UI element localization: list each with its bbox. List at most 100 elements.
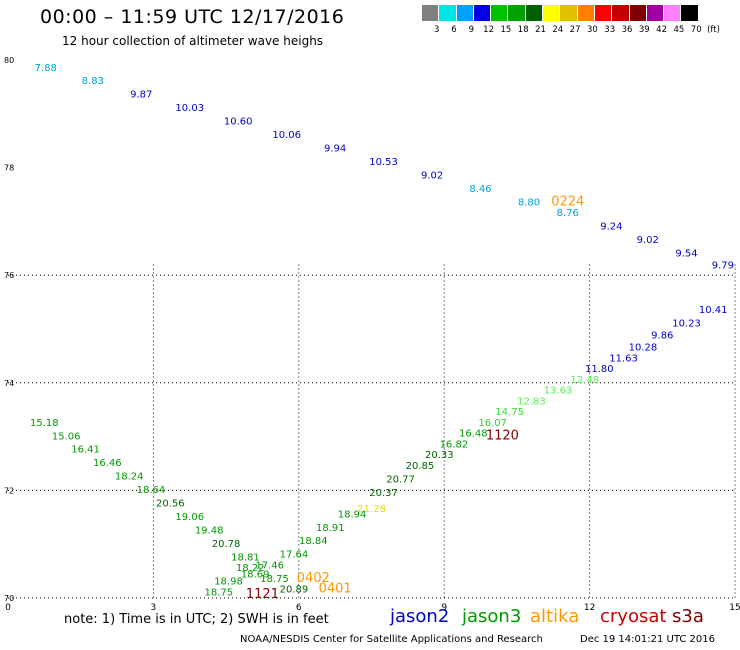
color-scale-label: 36: [621, 25, 633, 35]
color-scale-label: 70: [690, 25, 702, 35]
wave-height-label: 16.07: [478, 418, 507, 429]
color-scale-label: 30: [586, 25, 598, 35]
wave-height-label: 17.64: [280, 550, 309, 561]
x-tick-label: 6: [296, 603, 302, 613]
legend-s3a: s3a: [672, 606, 704, 627]
y-tick-label: 70: [4, 594, 14, 603]
wave-height-label: 18.75: [205, 587, 234, 598]
color-swatch: [577, 5, 595, 21]
wave-height-label: 9.86: [651, 331, 673, 342]
wave-height-label: 10.23: [672, 318, 701, 329]
wave-height-label: 12.48: [570, 375, 599, 386]
wave-height-label: 11.80: [585, 364, 614, 375]
y-tick-label: 76: [4, 271, 14, 280]
wave-height-label: 8.83: [82, 76, 104, 87]
color-scale-label: 18: [517, 25, 529, 35]
pass-time-label: 1120: [486, 428, 519, 443]
wave-height-label: 9.79: [712, 261, 734, 272]
wave-height-label: 20.33: [425, 450, 454, 461]
color-scale-swatches: [422, 5, 699, 21]
wave-height-label: 9.94: [324, 143, 346, 154]
x-tick-label: 9: [441, 603, 447, 613]
x-tick-label: 0: [5, 603, 11, 613]
wave-height-label: 20.78: [212, 539, 241, 550]
wave-height-label: 19.06: [175, 512, 204, 523]
color-swatch: [473, 5, 492, 21]
color-scale-label: (ft): [707, 25, 720, 35]
legend-altika: altika: [530, 606, 580, 627]
color-swatch: [664, 5, 682, 21]
wave-height-label: 9.87: [130, 90, 152, 101]
wave-height-label: 18.98: [214, 577, 243, 588]
wave-height-label: 15.06: [52, 431, 81, 442]
pass-time-label: 1121: [246, 587, 279, 602]
wave-height-label: 8.76: [557, 208, 579, 219]
color-scale-label: 21: [535, 25, 546, 35]
wave-height-label: 18.22: [236, 563, 265, 574]
pass-time-label: 0402: [297, 571, 330, 586]
wave-height-label: 18.84: [299, 536, 328, 547]
wave-height-label: 18.75: [260, 574, 289, 585]
color-swatch: [491, 5, 509, 21]
color-swatch: [508, 5, 526, 21]
wave-height-label: 20.37: [369, 488, 398, 499]
legend-jason2: jason2: [390, 606, 450, 627]
color-swatch: [594, 5, 613, 21]
credit-text: NOAA/NESDIS Center for Satellite Applica…: [240, 634, 543, 645]
wave-height-label: 11.63: [609, 353, 638, 364]
color-scale-label: 39: [638, 25, 650, 35]
y-tick-label: 80: [4, 56, 14, 65]
wave-height-label: 20.77: [386, 474, 415, 485]
wave-height-label: 18.81: [231, 552, 260, 563]
color-swatch: [681, 5, 699, 21]
wave-height-label: 9.54: [675, 248, 697, 259]
wave-height-label: 16.82: [440, 439, 469, 450]
wave-height-label: 10.06: [272, 130, 301, 141]
color-scale-label: 45: [673, 25, 685, 35]
color-scale-label: 24: [552, 25, 564, 35]
wave-height-label: 10.28: [629, 343, 658, 354]
wave-height-label: 18.91: [316, 523, 345, 534]
wave-height-label: 14.75: [495, 407, 524, 418]
timestamp-text: Dec 19 14:01:21 UTC 2016: [580, 634, 715, 645]
wave-height-label: 21.28: [357, 504, 386, 515]
color-swatch: [525, 5, 544, 21]
wave-height-label: 10.53: [369, 157, 398, 168]
color-scale-legend: 3 6 9 12 15 18 21 24 27 30 33 36 39 42 45 70 (ft): [422, 5, 720, 35]
pass-time-label: 0224: [551, 194, 584, 209]
color-scale-label: 9: [468, 25, 475, 35]
color-scale-label: 6: [451, 25, 457, 35]
color-swatch: [543, 5, 561, 21]
wave-height-label: 16.46: [93, 458, 122, 469]
color-swatch: [646, 5, 665, 21]
chart-title: 00:00 – 11:59 UTC 12/17/2016: [40, 6, 345, 28]
wave-height-label: 10.03: [175, 103, 204, 114]
color-swatch: [612, 5, 630, 21]
color-swatch: [560, 5, 578, 21]
wave-height-label: 12.83: [517, 396, 546, 407]
legend-cryosat: cryosat: [600, 606, 667, 627]
wave-height-label: 13.63: [544, 386, 573, 397]
wave-height-label: 15.18: [30, 418, 59, 429]
wave-height-label: 20.56: [156, 499, 185, 510]
wave-height-label: 18.64: [137, 485, 166, 496]
wave-height-label: 9.02: [421, 170, 443, 181]
wave-height-label: 7.88: [35, 63, 57, 74]
color-scale-label: 42: [656, 25, 668, 35]
wave-height-label: 10.60: [224, 117, 253, 128]
y-tick-label: 72: [4, 486, 14, 495]
wave-height-label: 9.02: [637, 235, 659, 246]
wave-height-label: 17.46: [255, 560, 284, 571]
color-scale-labels: 3 6 9 12 15 18 21 24 27 30 33 36 39 42 45 70 (ft): [422, 25, 740, 39]
pass-time-label: 0401: [319, 582, 352, 597]
wave-height-label: 16.41: [71, 445, 100, 456]
wave-height-label: 20.89: [280, 585, 309, 596]
x-tick-label: 15: [729, 603, 740, 613]
y-tick-label: 74: [4, 379, 14, 388]
chart-subtitle: 12 hour collection of altimeter wave hei…: [62, 34, 324, 48]
legend-jason3: jason3: [462, 606, 522, 627]
wave-height-label: 19.48: [195, 525, 224, 536]
wave-height-label: 20.85: [406, 461, 435, 472]
wave-height-label: 16.48: [459, 429, 488, 440]
